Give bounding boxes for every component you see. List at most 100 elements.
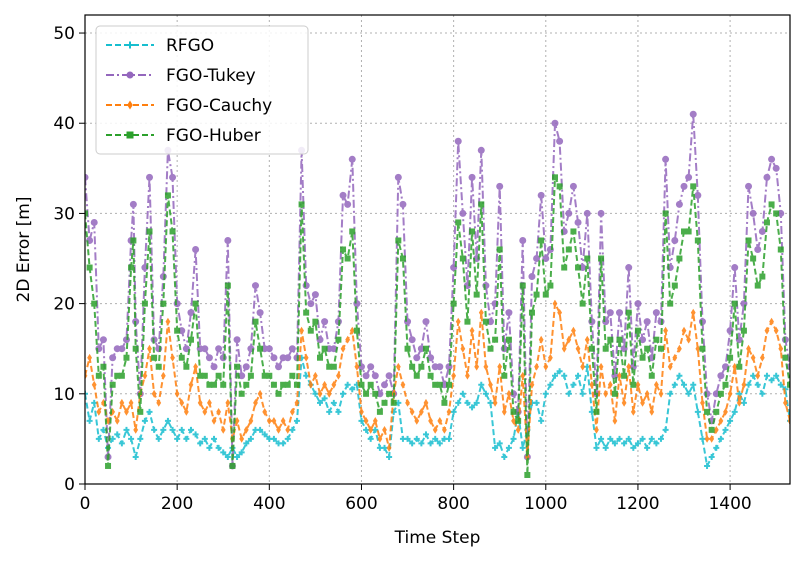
data-point-fgo-huber [556,183,563,190]
data-point-fgo-cauchy [561,344,567,353]
legend-item-rfgo: RFGO [106,36,214,56]
data-point-fgo-tukey [109,354,117,362]
data-point-rfgo [621,440,628,447]
data-point-fgo-tukey [477,146,485,154]
data-point-fgo-tukey [210,363,218,371]
data-point-rfgo [293,417,300,424]
data-point-rfgo [492,444,499,451]
data-point-fgo-cauchy [312,371,318,380]
data-point-rfgo [109,435,116,442]
data-point-fgo-tukey [205,354,213,362]
data-point-rfgo [169,426,176,433]
data-point-fgo-huber [717,390,724,397]
data-point-fgo-tukey [129,200,137,208]
data-point-fgo-tukey [459,209,467,217]
data-point-fgo-huber [146,228,153,235]
data-point-fgo-huber [399,255,406,262]
data-point-fgo-huber [266,372,273,379]
data-point-fgo-huber [187,336,194,343]
data-point-fgo-tukey [569,182,577,190]
data-point-fgo-cauchy [363,416,369,425]
data-point-fgo-huber [607,336,614,343]
data-point-rfgo [464,399,471,406]
data-point-fgo-huber [662,210,669,217]
data-point-fgo-huber [621,372,628,379]
data-point-fgo-cauchy [197,398,203,407]
data-point-rfgo [598,435,605,442]
data-point-fgo-cauchy [216,407,222,416]
data-point-rfgo [404,435,411,442]
data-point-rfgo [128,435,135,442]
data-point-rfgo [630,444,637,451]
data-point-rfgo [611,440,618,447]
data-point-rfgo [667,390,674,397]
data-point-fgo-cauchy [271,416,277,425]
data-point-fgo-cauchy [336,371,341,380]
data-point-rfgo [238,449,245,456]
data-point-fgo-cauchy [759,353,765,362]
data-point-rfgo [713,444,720,451]
data-point-fgo-cauchy [640,398,645,407]
data-point-rfgo [727,417,734,424]
data-point-fgo-tukey [256,309,264,317]
data-point-fgo-cauchy [326,389,332,398]
data-point-rfgo [754,381,761,388]
data-point-rfgo [653,440,660,447]
data-point-fgo-huber [736,363,743,370]
data-point-rfgo [284,435,291,442]
data-point-fgo-cauchy [566,335,572,344]
x-tick-label: 1400 [708,494,751,514]
data-point-fgo-cauchy [147,344,152,353]
data-point-rfgo [648,435,655,442]
data-point-rfgo [123,426,130,433]
y-tick-label: 10 [53,385,75,405]
data-point-fgo-huber [160,300,167,307]
data-point-fgo-huber [330,363,337,370]
data-point-fgo-cauchy [377,435,383,443]
data-point-fgo-cauchy [248,416,254,425]
data-point-rfgo [607,435,614,442]
data-point-fgo-huber [782,354,789,361]
data-point-rfgo [561,372,568,379]
data-point-fgo-tukey [574,218,582,226]
data-point-rfgo [731,408,738,415]
data-point-fgo-cauchy [455,317,461,326]
data-point-rfgo [160,426,167,433]
series-layer [85,110,790,478]
data-point-fgo-huber [575,264,582,271]
data-point-fgo-huber [151,354,158,361]
data-point-fgo-cauchy [723,407,728,416]
data-point-fgo-cauchy [96,407,102,416]
data-point-fgo-cauchy [207,398,212,407]
legend-marker [126,131,134,139]
data-point-fgo-huber [731,300,738,307]
data-point-fgo-cauchy [653,380,659,389]
data-point-fgo-tukey [537,191,545,199]
x-tick-label: 800 [437,494,469,514]
data-point-fgo-cauchy [428,416,433,425]
data-point-fgo-huber [326,363,333,370]
data-point-fgo-tukey [689,110,697,118]
data-point-fgo-cauchy [534,362,539,371]
data-point-fgo-huber [358,381,365,388]
data-point-fgo-huber [690,183,697,190]
data-point-fgo-cauchy [165,317,171,326]
data-point-fgo-huber [307,327,314,334]
data-point-fgo-tukey [201,345,209,353]
data-point-fgo-huber [657,345,664,352]
legend-label: FGO-Cauchy [166,96,272,116]
data-point-fgo-huber [754,282,761,289]
data-point-rfgo [533,399,540,406]
data-point-rfgo [409,440,416,447]
data-point-rfgo [340,390,347,397]
data-point-fgo-huber [164,192,171,199]
data-point-fgo-huber [478,201,485,208]
data-point-fgo-cauchy [478,308,484,317]
data-point-fgo-cauchy [128,398,134,407]
data-point-fgo-cauchy [193,362,198,371]
data-point-rfgo [579,390,586,397]
data-point-fgo-tukey [505,309,513,317]
data-point-fgo-cauchy [773,326,779,335]
data-point-rfgo [455,399,462,406]
data-point-fgo-huber [409,363,416,370]
